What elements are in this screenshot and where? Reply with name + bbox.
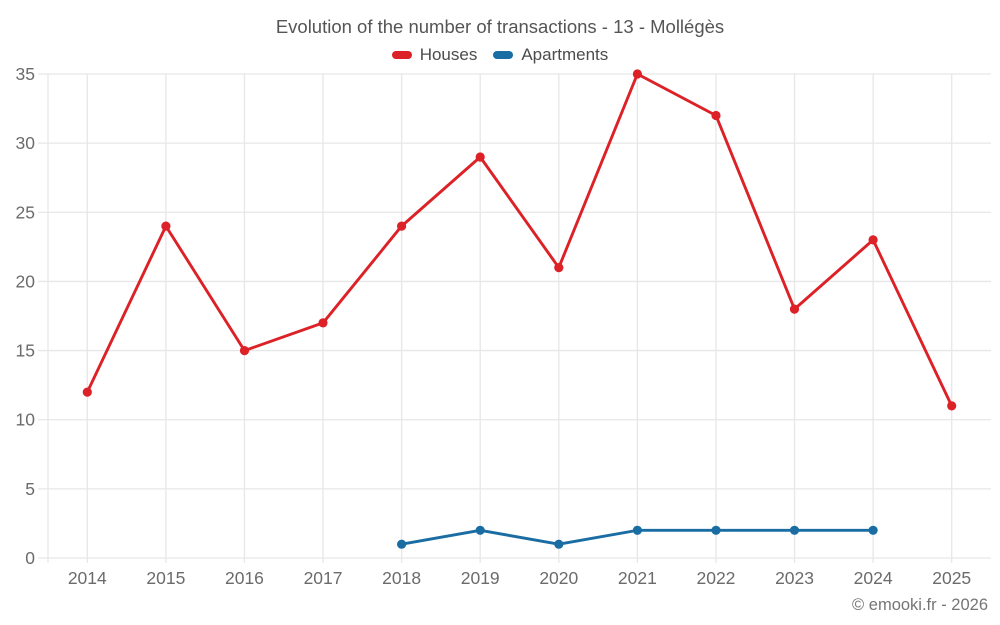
data-point-houses-2018 <box>397 221 407 231</box>
y-axis-tick-label: 10 <box>16 410 36 430</box>
x-axis-tick-label: 2022 <box>696 568 735 588</box>
data-point-houses-2015 <box>161 221 171 231</box>
x-axis-tick-label: 2024 <box>854 568 893 588</box>
x-axis-tick-label: 2019 <box>461 568 500 588</box>
x-axis-tick-label: 2021 <box>618 568 657 588</box>
legend-label-apartments: Apartments <box>521 45 609 64</box>
data-point-apartments-2018 <box>397 539 407 549</box>
data-point-houses-2022 <box>711 110 721 121</box>
apartments-legend-marker-icon <box>493 51 514 59</box>
legend: Houses Apartments <box>0 45 1000 65</box>
x-axis-tick-label: 2020 <box>539 568 578 588</box>
data-point-apartments-2020 <box>554 539 564 549</box>
attribution: © emooki.fr - 2026 <box>852 596 988 614</box>
series-line-houses <box>85 72 954 408</box>
data-point-houses-2023 <box>789 304 800 314</box>
chart-title: Evolution of the number of transactions … <box>275 16 725 37</box>
x-axis-tick-label: 2015 <box>146 568 185 588</box>
data-point-apartments-2023 <box>789 525 800 535</box>
data-point-apartments-2019 <box>475 525 485 535</box>
x-axis-tick-label: 2025 <box>932 568 971 588</box>
legend-label-houses: Houses <box>419 45 478 64</box>
data-point-houses-2025 <box>947 401 957 411</box>
data-point-houses-2016 <box>239 346 250 356</box>
data-point-houses-2019 <box>475 152 485 162</box>
y-axis-tick-label: 0 <box>25 548 35 568</box>
houses-legend-marker-icon <box>391 51 412 59</box>
data-point-houses-2017 <box>318 318 328 328</box>
data-point-houses-2024 <box>868 235 878 245</box>
x-axis-tick-label: 2014 <box>68 568 107 588</box>
x-axis-tick-label: 2023 <box>775 568 814 588</box>
data-point-houses-2020 <box>554 263 564 273</box>
y-axis-tick-label: 15 <box>16 341 35 361</box>
data-point-apartments-2021 <box>632 525 643 535</box>
data-point-apartments-2022 <box>711 525 721 535</box>
y-axis-tick-label: 5 <box>25 479 35 499</box>
y-axis-tick-label: 35 <box>16 64 35 84</box>
legend-item-houses[interactable]: Houses <box>391 45 478 65</box>
x-axis-tick-label: 2016 <box>225 568 264 588</box>
x-axis-tick-label: 2018 <box>382 568 421 588</box>
data-point-houses-2021 <box>632 69 643 79</box>
y-axis-tick-label: 25 <box>16 202 35 222</box>
data-point-apartments-2024 <box>868 525 878 535</box>
y-axis-tick-label: 20 <box>16 271 36 291</box>
legend-item-apartments[interactable]: Apartments <box>493 45 608 65</box>
data-point-houses-2014 <box>82 387 92 397</box>
x-axis-tick-label: 2017 <box>304 568 343 588</box>
y-axis-tick-label: 30 <box>16 133 36 153</box>
